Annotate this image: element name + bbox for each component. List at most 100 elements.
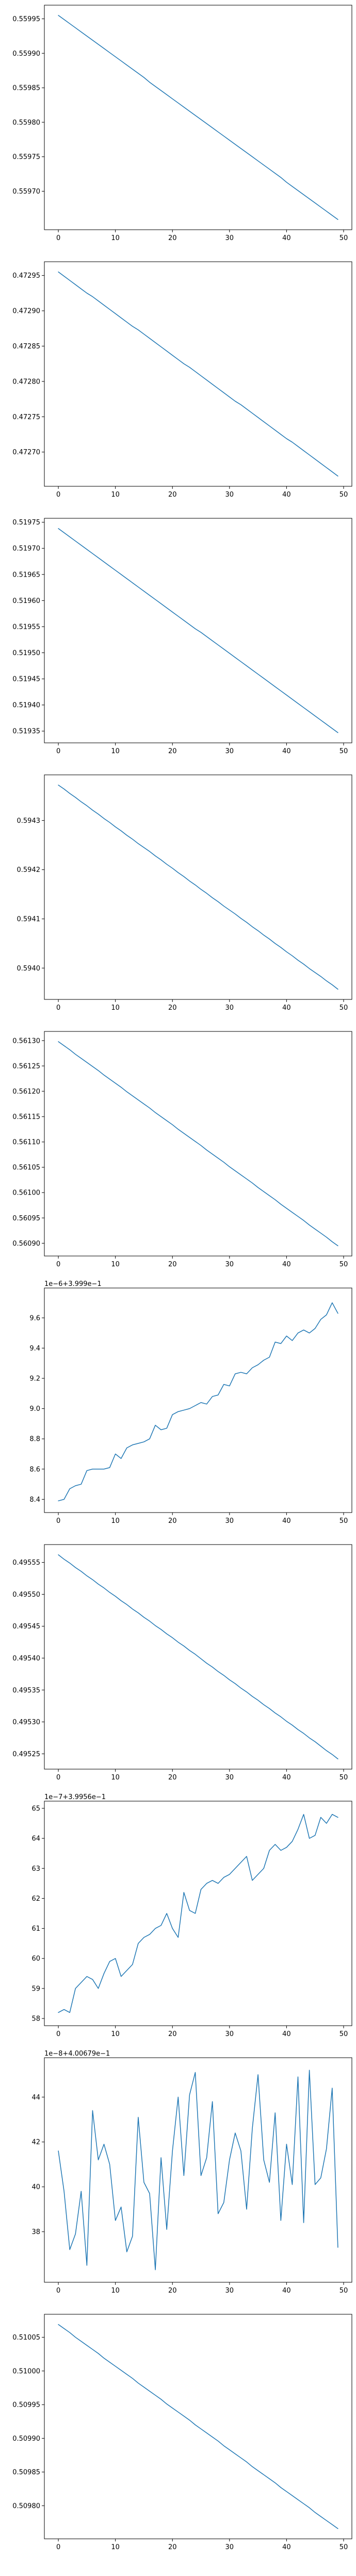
x-tick-label: 0 (56, 1774, 60, 1782)
y-tick-label: 59 (31, 1985, 40, 1993)
axes-frame (44, 5, 352, 230)
x-tick-label: 40 (282, 1774, 291, 1782)
chart-panel-2: 0 10 20 30 40 50 0.47270 0.47275 0.47280 0.47285 0… (12, 261, 352, 499)
y-tick-label: 0.47290 (12, 308, 40, 315)
x-tick-label: 10 (111, 2543, 120, 2551)
x-tick-label: 0 (56, 491, 60, 499)
x-tick-label: 0 (56, 1517, 60, 1525)
y-tick-label: 0.56130 (12, 1037, 40, 1045)
axes-frame (44, 1544, 352, 1770)
y-tick-label: 0.55995 (12, 15, 40, 23)
x-tick-label: 10 (111, 491, 120, 499)
chart-panel-6: 0 10 20 30 40 50 8.4 8.6 8.8 9.0 9.2 9.4 9.6 1e−6+3.9… (29, 1280, 352, 1525)
x-tick-label: 20 (168, 2030, 177, 2038)
x-tick-label: 40 (282, 234, 291, 242)
y-tick-label: 0.5943 (17, 817, 41, 825)
y-tick-label: 0.49545 (12, 1623, 40, 1631)
chart-panel-9: 0 10 20 30 40 50 38 40 42 44 1e−8+4.00679e−1 (31, 2050, 352, 2295)
y-tick-label: 0.51970 (12, 545, 40, 553)
y-tick-label: 0.47270 (12, 449, 40, 456)
series-line (58, 2324, 338, 2529)
axes-frame (44, 1031, 352, 1257)
y-tick-label: 0.55970 (12, 188, 40, 196)
y-tick-label: 0.49535 (12, 1687, 40, 1694)
y-tick-label: 0.50980 (12, 2502, 40, 2510)
y-tick-label: 42 (31, 2139, 40, 2146)
y-offset-label: 1e−6+3.999e−1 (44, 1280, 102, 1288)
x-tick-label: 0 (56, 234, 60, 242)
y-tick-label: 0.55975 (12, 153, 40, 161)
y-tick-label: 9.2 (29, 1375, 40, 1383)
y-tick-label: 44 (31, 2094, 40, 2102)
x-tick-label: 10 (111, 1517, 120, 1525)
x-tick-label: 0 (56, 748, 60, 755)
x-tick-label: 30 (225, 1004, 234, 1012)
x-tick-label: 20 (168, 491, 177, 499)
axes-frame (44, 2057, 352, 2283)
x-tick-label: 40 (282, 1004, 291, 1012)
x-tick-label: 20 (168, 1261, 177, 1268)
y-tick-label: 0.50990 (12, 2435, 40, 2443)
y-tick-label: 0.51965 (12, 571, 40, 579)
chart-panel-5: 0 10 20 30 40 50 0.56090 0.56095 0.56100 0.56105 0… (12, 1031, 352, 1268)
x-tick-label: 50 (339, 1517, 348, 1525)
x-tick-label: 10 (111, 234, 120, 242)
y-tick-label: 8.4 (29, 1496, 40, 1504)
y-tick-label: 0.56090 (12, 1240, 40, 1248)
y-tick-label: 0.49550 (12, 1591, 40, 1599)
chart-panel-10: 0 10 20 30 40 50 0.50980 0.50985 0.50990 0.50995 0… (12, 2314, 352, 2551)
series-line (58, 1041, 338, 1246)
y-tick-label: 63 (31, 1865, 40, 1873)
x-tick-label: 30 (225, 1517, 234, 1525)
chart-panel-3: 0 10 20 30 40 50 0.51935 0.51940 0.51945 0.51950 0… (12, 518, 352, 755)
y-tick-label: 38 (31, 2229, 40, 2236)
x-tick-label: 40 (282, 2030, 291, 2038)
chart-panel-1: 0 10 20 30 40 50 0.55970 0.55975 0.55980 0.55985 0… (12, 5, 352, 242)
y-tick-label: 64 (31, 1835, 40, 1843)
y-tick-label: 0.47295 (12, 272, 40, 280)
y-tick-label: 0.56120 (12, 1088, 40, 1095)
y-tick-label: 61 (31, 1925, 40, 1933)
y-tick-label: 0.51940 (12, 702, 40, 709)
x-tick-label: 30 (225, 491, 234, 499)
series-line (58, 785, 338, 990)
y-tick-label: 8.6 (29, 1466, 40, 1473)
x-tick-label: 30 (225, 2030, 234, 2038)
y-tick-label: 40 (31, 2184, 40, 2191)
axes-frame (44, 518, 352, 743)
y-tick-label: 0.5942 (17, 866, 41, 874)
x-tick-label: 50 (339, 1774, 348, 1782)
x-tick-label: 10 (111, 1004, 120, 1012)
x-tick-label: 20 (168, 1004, 177, 1012)
y-tick-label: 0.51005 (12, 2334, 40, 2342)
y-tick-label: 0.47275 (12, 414, 40, 421)
x-tick-label: 40 (282, 748, 291, 755)
x-tick-label: 20 (168, 234, 177, 242)
axes-frame (44, 1801, 352, 2026)
x-tick-label: 30 (225, 1774, 234, 1782)
chart-panel-7: 0 10 20 30 40 50 0.49525 0.49530 0.49535 0.49540 0… (12, 1544, 352, 1782)
y-tick-label: 0.51975 (12, 519, 40, 527)
x-tick-label: 10 (111, 2030, 120, 2038)
chart-panel-4: 0 10 20 30 40 50 0.5940 0.5941 0.5942 0.5943 (17, 774, 352, 1012)
y-tick-label: 0.56105 (12, 1164, 40, 1172)
axes-frame (44, 261, 352, 487)
y-tick-label: 9.4 (29, 1345, 40, 1353)
y-tick-label: 0.51945 (12, 676, 40, 683)
y-tick-label: 0.5940 (17, 965, 41, 973)
x-tick-label: 20 (168, 1517, 177, 1525)
y-tick-label: 0.51000 (12, 2367, 40, 2375)
y-tick-label: 0.49525 (12, 1751, 40, 1758)
series-line (58, 15, 338, 220)
x-tick-label: 40 (282, 1517, 291, 1525)
x-tick-label: 30 (225, 2287, 234, 2295)
y-tick-label: 0.49530 (12, 1719, 40, 1726)
y-tick-label: 58 (31, 2015, 40, 2023)
x-tick-label: 10 (111, 748, 120, 755)
y-tick-label: 9.0 (29, 1405, 40, 1413)
y-tick-label: 0.5941 (17, 915, 41, 923)
series-line (58, 1814, 338, 2013)
x-tick-label: 20 (168, 748, 177, 755)
series-line (58, 2070, 338, 2270)
